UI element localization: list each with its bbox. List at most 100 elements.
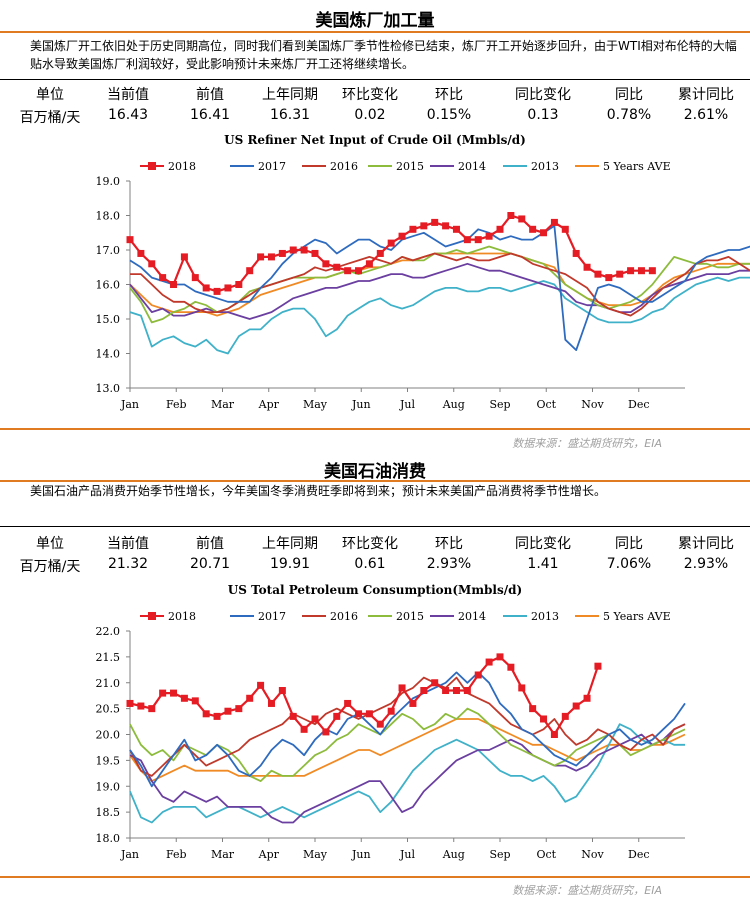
stats-header-cell-4: 环比变化 xyxy=(342,536,398,552)
x-tick-label: Mar xyxy=(211,848,235,861)
legend-label: 2014 xyxy=(458,160,486,173)
legend-label: 2014 xyxy=(458,610,486,623)
y-tick-label: 16.0 xyxy=(96,279,121,292)
data-point-marker xyxy=(420,222,428,230)
data-point-marker xyxy=(246,267,254,275)
x-tick-label: Feb xyxy=(166,398,187,411)
section-2-stats-header-row: 单位 当前值 前值 上年同期 环比变化 环比 同比变化 同比 累计同比 xyxy=(0,533,750,553)
series-line xyxy=(129,707,686,783)
series-5-years-ave xyxy=(129,718,686,783)
data-point-marker xyxy=(333,712,341,720)
data-point-marker xyxy=(409,699,417,707)
x-tick-label: Aug xyxy=(442,398,465,411)
data-point-marker xyxy=(278,249,286,257)
data-point-marker xyxy=(376,249,384,257)
y-tick-label: 15.0 xyxy=(96,313,121,326)
data-point-marker xyxy=(496,653,504,661)
series-line xyxy=(129,723,685,824)
stats-value-cell-8: 2.93% xyxy=(683,556,729,572)
y-tick-label: 18.0 xyxy=(96,832,121,845)
data-point-marker xyxy=(344,267,352,275)
stats-header-cell-8: 累计同比 xyxy=(678,87,734,103)
data-point-marker xyxy=(529,705,537,713)
x-tick-label: May xyxy=(303,848,328,861)
legend-label: 2013 xyxy=(531,160,559,173)
data-point-marker xyxy=(474,236,482,244)
data-point-marker xyxy=(496,225,504,233)
stats-value-cell-2: 16.41 xyxy=(189,107,231,123)
series-2016 xyxy=(130,252,750,317)
legend-label: 2013 xyxy=(531,610,559,623)
stats-header-cell-1: 当前值 xyxy=(107,87,149,103)
data-point-marker xyxy=(289,246,297,254)
data-point-marker xyxy=(463,236,471,244)
series-2013 xyxy=(129,276,750,355)
data-point-marker xyxy=(235,281,243,288)
series-line xyxy=(129,225,750,352)
legend-label: 5 Years AVE xyxy=(603,610,671,623)
data-point-marker xyxy=(246,694,254,702)
data-point-marker xyxy=(387,239,395,247)
x-tick-label: Oct xyxy=(536,848,556,861)
data-point-marker xyxy=(202,710,210,718)
data-point-marker xyxy=(191,697,199,705)
data-point-marker xyxy=(344,699,352,707)
x-tick-label: Jul xyxy=(399,398,415,411)
x-tick-label: Jun xyxy=(351,848,371,861)
x-tick-label: Oct xyxy=(536,398,556,411)
data-point-marker xyxy=(355,710,363,718)
data-point-marker xyxy=(431,679,439,687)
data-point-marker xyxy=(333,263,341,271)
stats-header-cell-5: 环比 xyxy=(435,536,463,552)
series-line xyxy=(129,252,750,317)
x-tick-label: Dec xyxy=(628,398,650,411)
data-point-marker xyxy=(420,687,428,695)
x-tick-label: Feb xyxy=(166,848,187,861)
section-2-stats-value-row: 百万桶/天 21.32 20.71 19.91 0.61 2.93% 1.41 7.06% 2.… xyxy=(0,556,750,576)
petroleum-consumption-chart: US Total Petroleum Consumption(Mmbls/d) 2… xyxy=(96,583,686,861)
data-point-marker xyxy=(637,267,645,275)
series-line xyxy=(129,676,686,777)
data-point-marker xyxy=(561,225,569,233)
data-point-marker xyxy=(289,712,297,720)
stats-header-cell-3: 上年同期 xyxy=(262,87,318,103)
legend-label: 2017 xyxy=(258,610,286,623)
y-tick-label: 19.5 xyxy=(96,754,121,767)
stats-header-cell-5: 环比 xyxy=(435,87,463,103)
y-tick-label: 20.0 xyxy=(96,729,121,742)
stats-value-cell-6: 1.41 xyxy=(527,556,559,572)
x-tick-label: Aug xyxy=(442,848,465,861)
data-point-marker xyxy=(616,270,624,278)
data-point-marker xyxy=(452,687,460,695)
data-point-marker xyxy=(583,694,591,702)
stats-value-cell-8: 2.61% xyxy=(683,107,729,123)
data-point-marker xyxy=(507,212,515,219)
series-line xyxy=(129,655,599,736)
data-point-marker xyxy=(540,229,548,237)
section-1-bottom-divider xyxy=(0,428,750,430)
data-point-marker xyxy=(605,274,613,282)
chart-title: US Refiner Net Input of Crude Oil (Mmbls… xyxy=(224,133,526,147)
section-2-description: 美国石油产品消费开始季节性增长，今年美国冬季消费旺季即将到来；预计未来美国产品消… xyxy=(30,484,607,498)
data-point-marker xyxy=(507,663,515,671)
section-1-desc-divider xyxy=(0,79,750,80)
series-5-years-ave xyxy=(129,252,750,317)
stats-header-cell-7: 同比 xyxy=(615,536,643,552)
stats-value-cell-4: 0.02 xyxy=(354,107,386,123)
x-tick-label: May xyxy=(303,398,328,411)
data-point-marker xyxy=(213,287,221,295)
stats-value-cell-1: 16.43 xyxy=(107,107,149,123)
stats-value-cell-0: 百万桶/天 xyxy=(19,559,81,575)
data-point-marker xyxy=(180,253,188,261)
x-tick-label: Apr xyxy=(258,398,280,411)
y-tick-label: 19.0 xyxy=(96,780,121,793)
data-point-marker xyxy=(311,249,319,257)
data-point-marker xyxy=(257,681,265,689)
data-point-marker xyxy=(452,225,460,233)
stats-header-cell-0: 单位 xyxy=(36,87,64,103)
y-tick-label: 17.0 xyxy=(96,244,121,257)
data-point-marker xyxy=(627,267,635,275)
data-point-marker xyxy=(180,694,188,702)
section-1-stats-value-row: 百万桶/天 16.43 16.41 16.31 0.02 0.15% 0.13 0.78% 2.… xyxy=(0,107,750,127)
data-point-marker xyxy=(474,671,482,679)
